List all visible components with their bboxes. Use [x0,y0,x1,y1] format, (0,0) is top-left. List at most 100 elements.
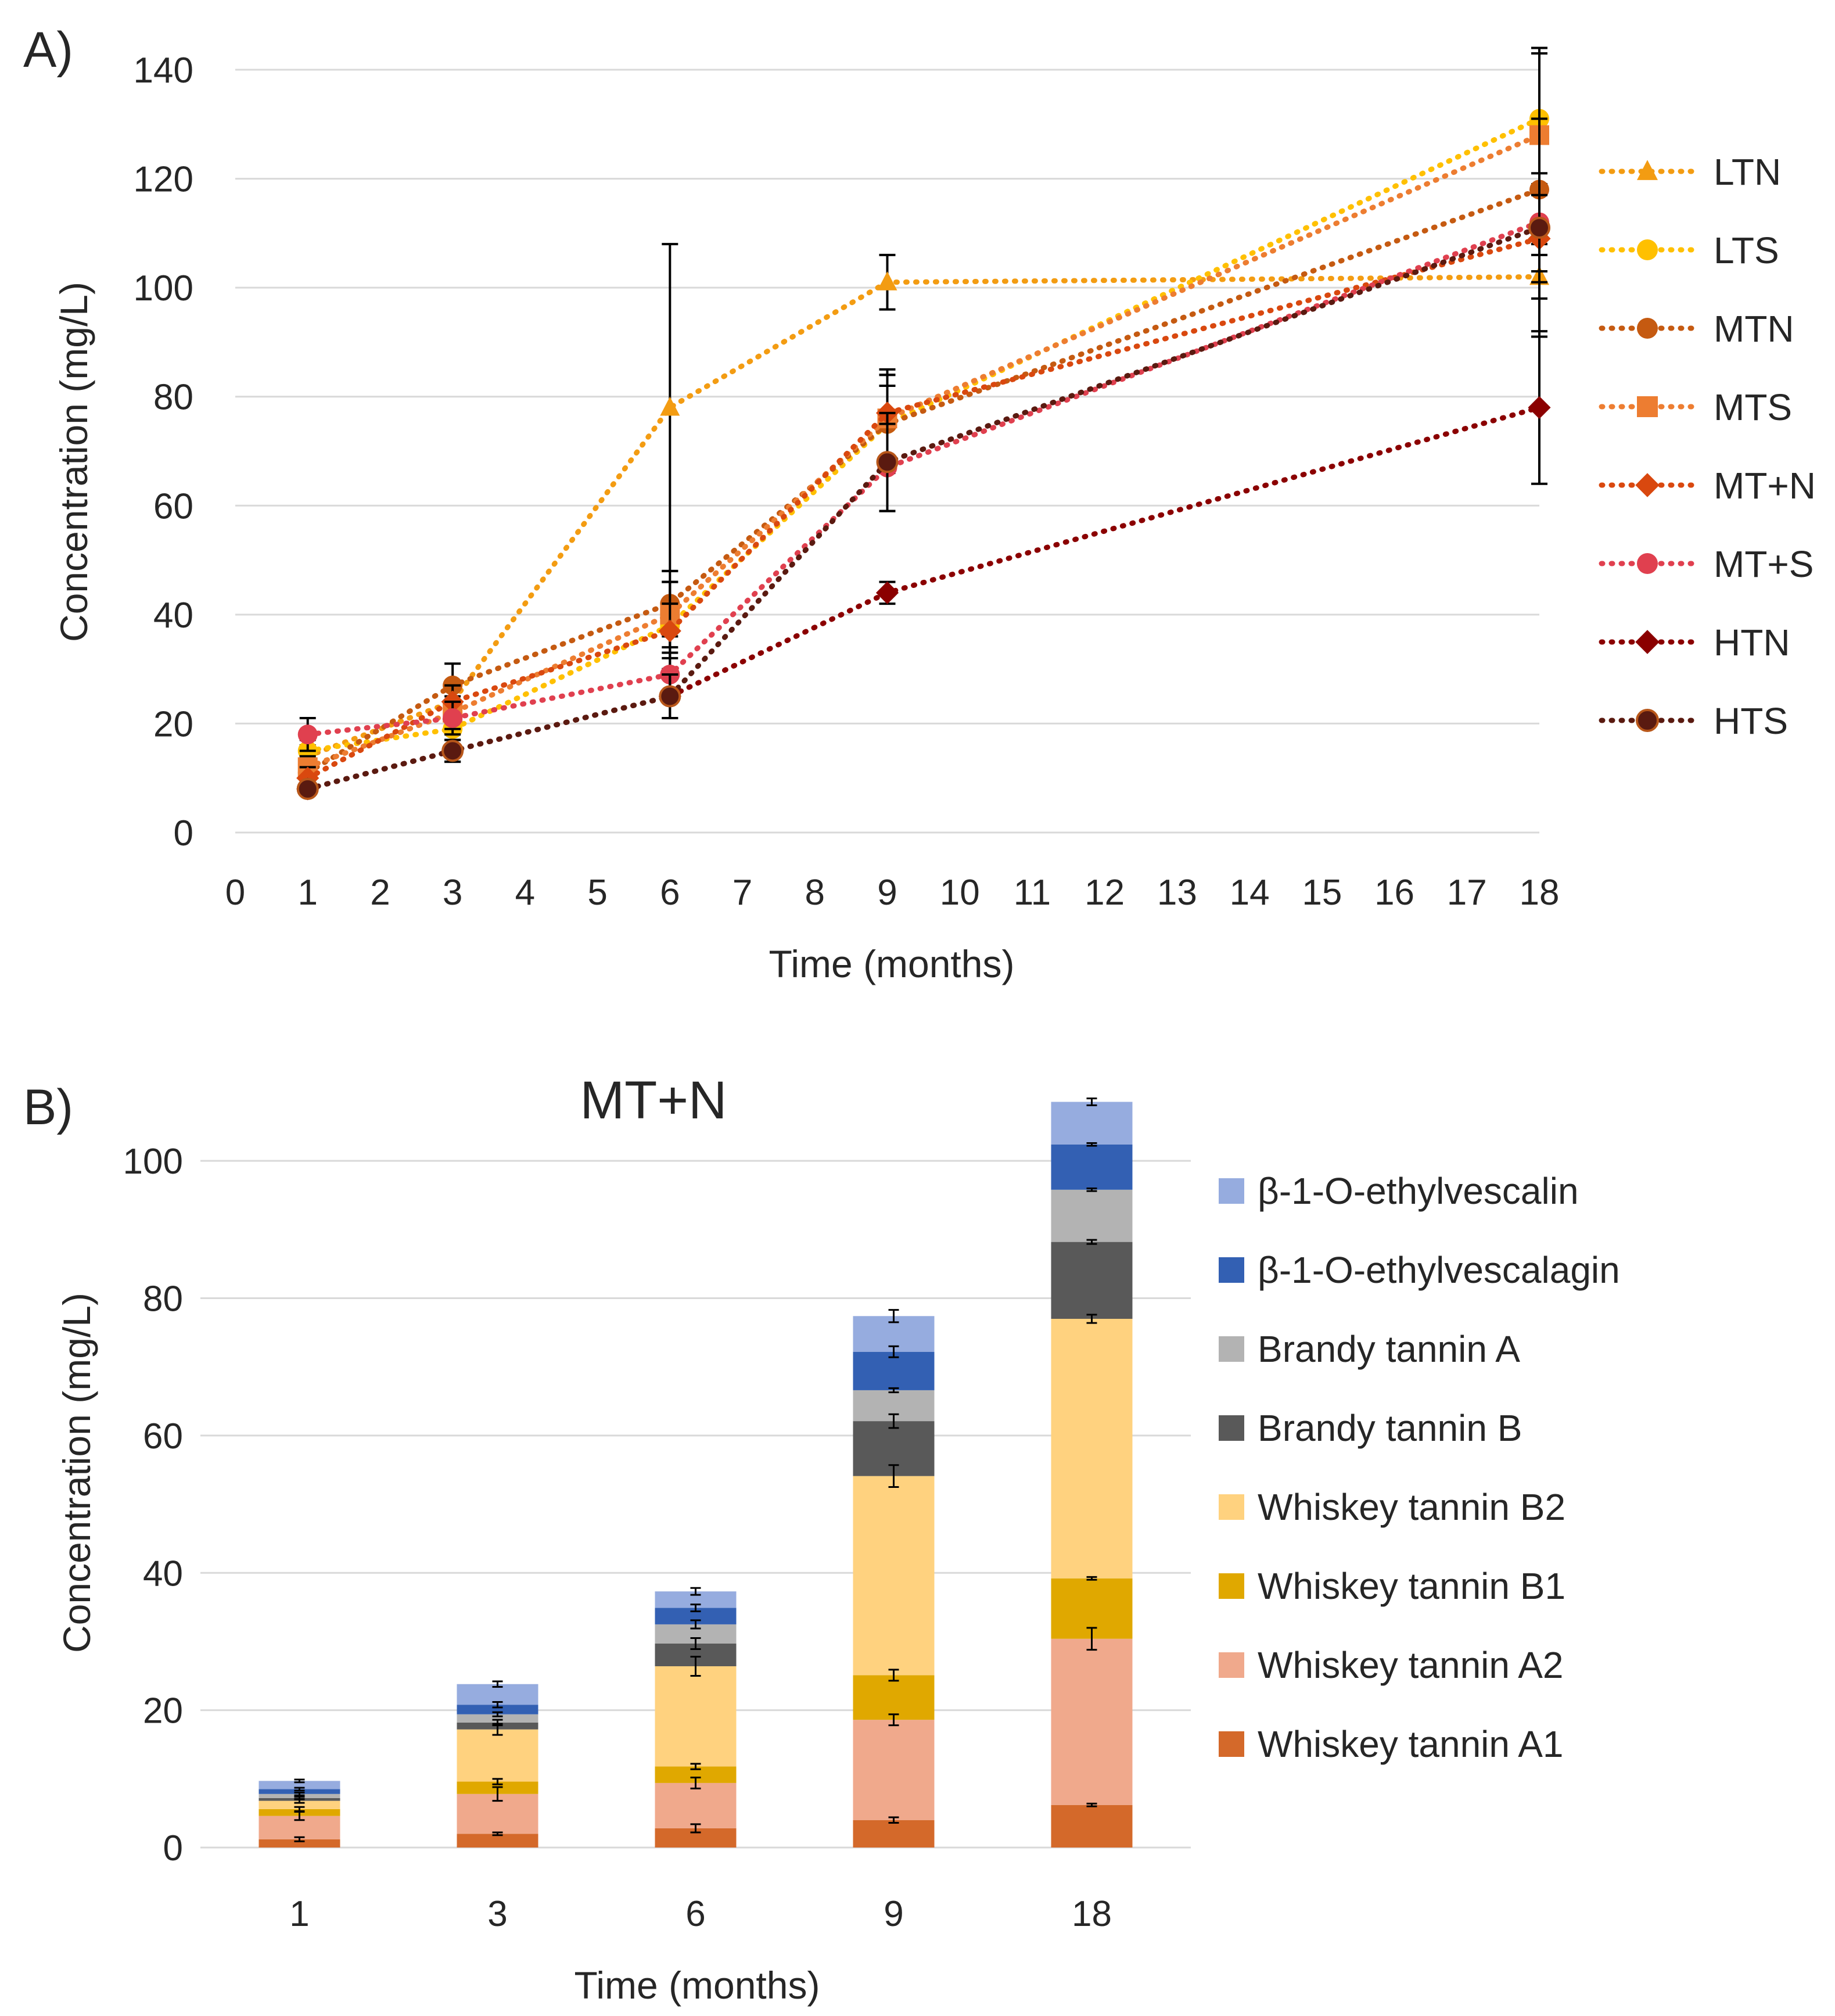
bar-segment-brandy-tannin-a [457,1714,538,1723]
y-tick-label: 140 [134,51,193,91]
data-point [1528,216,1550,239]
legend-marker [1636,709,1659,732]
bar-segment-whiskey-tannin-a1 [853,1820,935,1848]
x-tick-label: 6 [660,873,680,913]
legend-item-mt-n: MT+N [1599,465,1816,507]
x-tick-label: 18 [1072,1894,1112,1934]
bar-segment-brandy-tannin-b [1051,1242,1133,1319]
y-tick-label: 40 [143,1554,183,1594]
data-point [876,451,899,473]
data-point [1528,396,1551,419]
series-line [305,236,1542,781]
bar-stack-1 [258,1778,340,1848]
bar-segment-whiskey-tannin-a2 [655,1782,737,1828]
x-tick-label: 3 [443,873,462,913]
bar-stack-6 [655,1587,737,1848]
bar-segment-whiskey-tannin-b2 [1051,1319,1133,1579]
series-line [305,274,1542,759]
bar-stack-9 [853,1309,935,1848]
panel-a-x-axis-title: Time (months) [769,942,1015,985]
legend-label: LTN [1714,151,1781,193]
data-point [659,685,681,708]
bar-segment-whiskey-tannin-b2 [457,1729,538,1782]
series-mt-s [297,172,1549,752]
legend-item-1-o-ethylvescalin: β-1-O-ethylvescalin [1219,1170,1579,1212]
x-tick-label: 16 [1374,873,1414,913]
legend-label: HTN [1714,622,1790,663]
y-tick-label: 80 [143,1279,183,1319]
legend-swatch [1219,1573,1244,1599]
legend-label: MT+N [1714,465,1816,507]
panel-a-series [296,46,1551,801]
bar-segment-whiskey-tannin-b2 [655,1666,737,1767]
legend-marker [1635,630,1660,654]
series-line [305,225,1542,792]
legend-item-mt-s: MT+S [1599,543,1814,585]
bar-segment-whiskey-tannin-a2 [1051,1638,1133,1805]
bar-segment-whiskey-tannin-a2 [853,1720,935,1820]
panel-a-y-axis-title: Concentration (mg/L) [52,282,95,642]
legend-label: Whiskey tannin A2 [1258,1644,1564,1686]
y-tick-label: 100 [123,1142,183,1182]
series-hts [296,117,1550,800]
legend-swatch [1219,1257,1244,1283]
x-tick-label: 6 [685,1894,705,1934]
legend-label: LTS [1714,229,1779,271]
legend-label: Whiskey tannin A1 [1258,1723,1564,1765]
bar-segment-1-o-ethylvescalin [258,1781,340,1789]
legend-item-htn: HTN [1599,622,1790,663]
legend-label: MTS [1714,386,1792,428]
data-point [441,740,464,762]
legend-swatch [1219,1336,1244,1362]
x-tick-label: 0 [225,873,245,913]
x-tick-label: 7 [732,873,752,913]
x-tick-label: 2 [370,873,390,913]
bar-segment-whiskey-tannin-b2 [258,1800,340,1809]
series-htn [296,330,1551,801]
legend-swatch [1219,1415,1244,1441]
bar-segment-1-o-ethylvescalin [1051,1102,1133,1145]
bar-segment-whiskey-tannin-b2 [853,1476,935,1676]
legend-marker [1637,239,1658,260]
legend-label: β-1-O-ethylvescalin [1258,1170,1579,1212]
y-tick-label: 40 [153,596,193,636]
data-point [296,777,319,800]
panel-b-y-tick-labels: 0 20 40 60 80 100 [123,1142,183,1868]
data-point [877,271,897,290]
bar-segment-whiskey-tannin-a1 [258,1839,340,1848]
y-tick-label: 60 [153,486,193,526]
y-tick-label: 20 [153,704,193,744]
x-tick-label: 10 [940,873,980,913]
legend-item-whiskey-tannin-b2: Whiskey tannin B2 [1219,1486,1565,1528]
panel-a-legend: LTN LTS MTN MTS MT+N MT+S HTN HTS [1599,151,1816,742]
bar-segment-brandy-tannin-a [1051,1189,1133,1242]
x-tick-label: 14 [1230,873,1270,913]
legend-label: Whiskey tannin B1 [1258,1565,1565,1607]
data-point [875,581,899,604]
panel-b-x-axis-title: Time (months) [574,1964,820,2007]
y-tick-label: 0 [163,1828,183,1868]
y-tick-label: 60 [143,1416,183,1457]
bar-segment-whiskey-tannin-b1 [853,1675,935,1720]
legend-label: MTN [1714,308,1794,350]
x-tick-label: 8 [805,873,825,913]
legend-marker [1637,396,1658,417]
legend-item-ltn: LTN [1599,151,1781,193]
legend-swatch [1219,1494,1244,1520]
legend-item-hts: HTS [1599,700,1788,742]
legend-item-lts: LTS [1599,229,1779,271]
data-point [443,708,463,729]
x-tick-label: 5 [587,873,607,913]
panel-a-x-tick-labels: 0 1 2 3 4 5 6 7 8 9 10 11 12 13 14 15 16 17 18 [225,873,1560,913]
panel-b-bars [258,1097,1133,1848]
x-tick-label: 17 [1447,873,1487,913]
legend-label: Brandy tannin A [1258,1328,1520,1370]
x-tick-label: 11 [1014,873,1051,913]
panel-a-label: A) [23,22,73,78]
legend-item-brandy-tannin-a: Brandy tannin A [1219,1328,1520,1370]
x-tick-label: 15 [1302,873,1342,913]
x-tick-label: 12 [1085,873,1125,913]
bar-segment-whiskey-tannin-a1 [1051,1805,1133,1848]
legend-swatch [1219,1652,1244,1678]
y-tick-label: 100 [134,268,193,309]
